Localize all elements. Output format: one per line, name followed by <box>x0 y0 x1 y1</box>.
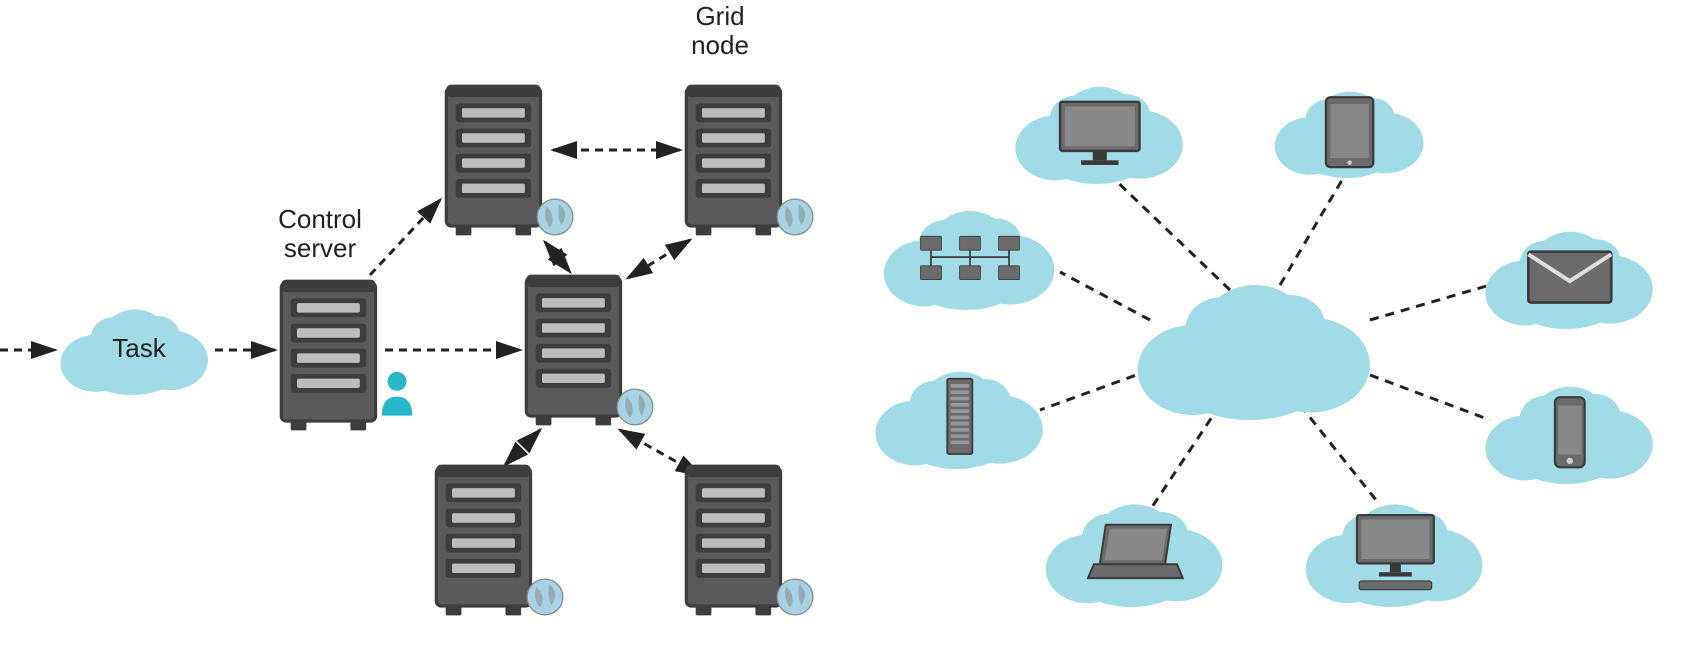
phone-icon <box>1523 395 1617 474</box>
diagram-stage: Task Control server Grid node Cloud Comp… <box>0 0 1701 651</box>
control-server-label-line2: server <box>284 233 356 263</box>
task-label: Task <box>89 334 189 363</box>
globe-icon <box>774 196 816 243</box>
control-server-label: Control server <box>255 205 385 262</box>
network-icon <box>918 223 1022 296</box>
globe-icon <box>524 576 566 623</box>
mail-icon <box>1523 243 1617 316</box>
grid-node-label-line2: node <box>691 30 749 60</box>
control-server-icon <box>275 275 385 440</box>
user-icon <box>378 370 416 421</box>
globe-icon <box>614 386 656 433</box>
tower-icon <box>913 377 1007 463</box>
monitor-icon <box>1053 95 1147 174</box>
desktop-icon <box>1346 509 1445 601</box>
grid-node-label: Grid node <box>660 2 780 59</box>
grid-node-label-line1: Grid <box>695 1 744 31</box>
cloud-computing-cloud <box>1130 270 1380 425</box>
globe-icon <box>774 576 816 623</box>
globe-icon <box>534 196 576 243</box>
laptop-icon <box>1086 509 1185 601</box>
tablet-icon <box>1308 95 1391 174</box>
control-server-label-line1: Control <box>278 204 362 234</box>
